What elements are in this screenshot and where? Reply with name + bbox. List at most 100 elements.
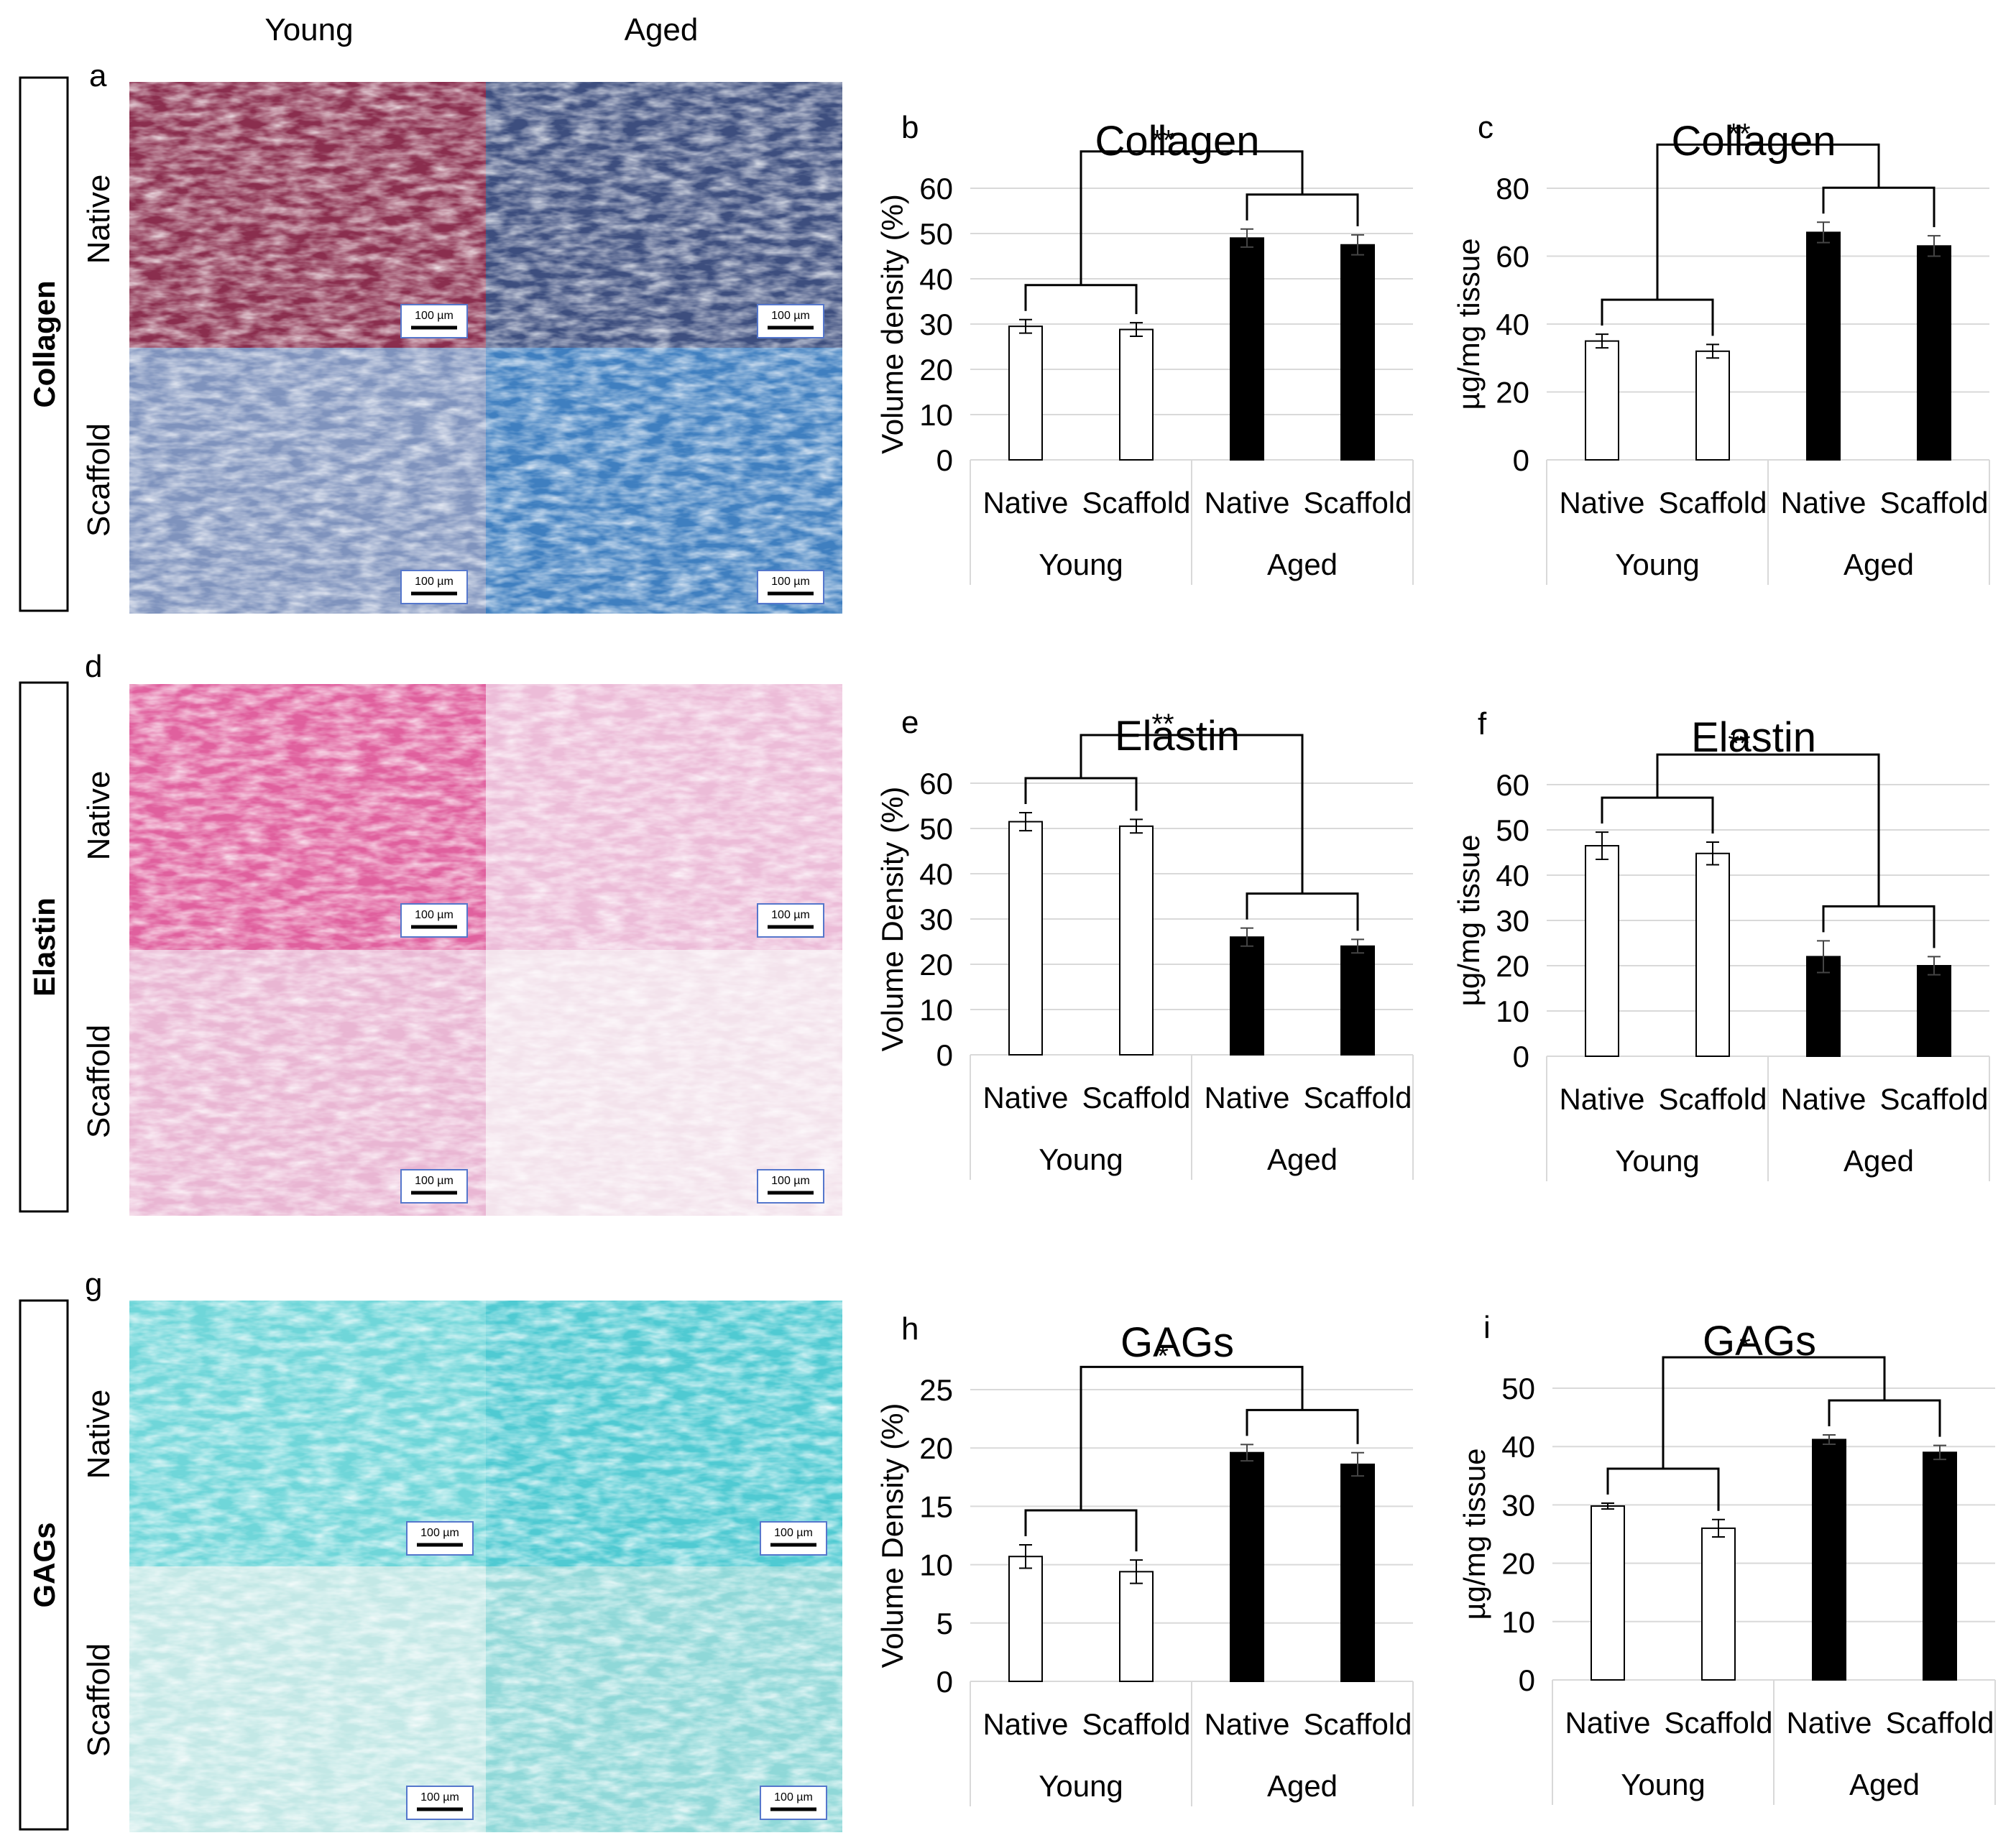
group-label: Young (1039, 548, 1123, 581)
y-tick-label: 10 (919, 1548, 953, 1582)
section-collagen: Collagen a Native Scaffold 100 µm 100 µm… (19, 58, 842, 614)
bar (1695, 852, 1730, 1057)
group-label: Aged (1849, 1768, 1920, 1801)
y-tick-label: 0 (936, 443, 953, 477)
group-label: Aged (1844, 1144, 1914, 1178)
y-tick-label: 60 (919, 172, 953, 205)
panel-letter: f (1478, 706, 1487, 742)
chart-i: 0 10 20 30 40 50 Native Scaffold Native Scaffold Y… (1458, 1310, 1996, 1805)
svg-text:100 µm: 100 µm (415, 576, 454, 588)
bar (1591, 1505, 1625, 1681)
bar (1585, 340, 1619, 461)
y-axis-label: µg/mg tissue (1452, 835, 1486, 1007)
scale-bar: 100 µm (400, 1169, 468, 1204)
y-tick-label: 60 (1496, 240, 1529, 274)
group-label: Young (1039, 1769, 1123, 1803)
scale-bar: 100 µm (406, 1521, 474, 1556)
y-tick-label: 30 (919, 308, 953, 341)
chart-e: 0 10 20 30 40 50 60 Native Scaffold Native Scaffol… (875, 705, 1414, 1180)
chart-title: GAGs (1703, 1318, 1816, 1364)
section-elastin: Elastin d Native Scaffold 100 µm 100 µm … (19, 649, 842, 1216)
group-label: Young (1039, 1142, 1123, 1176)
y-tick-label: 0 (1513, 1040, 1529, 1073)
section-label: GAGs (27, 1522, 61, 1607)
section-label-box (19, 681, 69, 1213)
category-label: Native (1204, 1081, 1289, 1114)
category-label: Scaffold (1659, 486, 1767, 519)
panel-letter: c (1478, 110, 1493, 145)
category-label: Scaffold (1659, 1082, 1767, 1116)
panel-letter: d (85, 649, 102, 684)
svg-text:100 µm: 100 µm (415, 310, 454, 322)
scale-bar: 100 µm (400, 903, 468, 938)
bar (1230, 936, 1264, 1056)
y-tick-label: 30 (919, 902, 953, 936)
row-header-scaffold: Scaffold (81, 1643, 116, 1757)
category-label: Native (1559, 486, 1644, 519)
significance-marker: * (1157, 1340, 1169, 1372)
group-label: Young (1615, 1144, 1700, 1178)
micrograph-texture (129, 1301, 842, 1832)
significance-bracket (1080, 150, 1304, 285)
y-tick-label: 60 (919, 767, 953, 800)
micrograph-texture (129, 684, 842, 1216)
section-label: Elastin (27, 897, 61, 997)
category-label: Scaffold (1304, 1081, 1412, 1114)
y-tick-label: 20 (919, 948, 953, 982)
category-label: Native (982, 1707, 1068, 1741)
significance-bracket (1656, 143, 1880, 300)
chart-title: Elastin (1115, 713, 1240, 759)
category-label: Scaffold (1304, 486, 1412, 519)
bar (1917, 965, 1951, 1057)
y-tick-label: 20 (919, 1431, 953, 1465)
y-tick-label: 10 (1496, 994, 1529, 1028)
y-tick-label: 10 (919, 398, 953, 432)
significance-bracket (1601, 298, 1714, 336)
svg-text:100 µm: 100 µm (415, 1175, 454, 1187)
y-tick-label: 40 (919, 857, 953, 891)
bar-charts: 0 10 20 30 40 50 60 Native Scaffold Native Scaffol… (875, 110, 1996, 1806)
bar (1230, 1451, 1264, 1683)
chart-title: Collagen (1672, 118, 1836, 165)
significance-bracket (1246, 1408, 1359, 1444)
group-label: Aged (1267, 1142, 1338, 1176)
svg-text:100 µm: 100 µm (774, 1527, 813, 1539)
y-axis-label: µg/mg tissue (1452, 239, 1486, 410)
significance-bracket (1662, 1356, 1886, 1469)
significance-marker: ** (1151, 125, 1174, 157)
significance-bracket (1822, 186, 1936, 228)
column-header-aged: Aged (625, 12, 699, 47)
significance-bracket (1080, 734, 1304, 894)
y-tick-label: 50 (1501, 1372, 1535, 1405)
y-tick-label: 50 (919, 217, 953, 251)
y-tick-label: 30 (1501, 1488, 1535, 1522)
significance-bracket (1080, 1365, 1304, 1510)
bar (1340, 945, 1375, 1056)
bar (1119, 1571, 1154, 1682)
y-tick-label: 20 (1496, 949, 1529, 983)
y-tick-label: 60 (1496, 768, 1529, 802)
y-axis-label: Volume Density (%) (875, 1403, 909, 1668)
bar (1917, 245, 1951, 461)
scale-bar: 100 µm (406, 1786, 474, 1820)
panel-letter: b (901, 110, 919, 145)
y-tick-label: 80 (1496, 172, 1529, 205)
y-tick-label: 40 (1501, 1430, 1535, 1464)
bar (1923, 1451, 1957, 1681)
row-header-scaffold: Scaffold (81, 1025, 116, 1138)
category-label: Scaffold (1082, 1707, 1191, 1741)
section-label-box (19, 76, 69, 612)
significance-bracket (1822, 905, 1936, 948)
bar (1695, 350, 1730, 461)
bar (1340, 244, 1375, 461)
scale-bar: 100 µm (400, 304, 468, 338)
bar (1806, 956, 1841, 1058)
significance-bracket (1246, 892, 1359, 931)
category-label: Native (982, 486, 1068, 519)
y-tick-label: 20 (919, 353, 953, 387)
category-label: Native (1559, 1082, 1644, 1116)
group-label: Young (1621, 1768, 1706, 1801)
scale-bar: 100 µm (757, 570, 824, 604)
row-header-scaffold: Scaffold (81, 423, 116, 537)
y-tick-label: 10 (919, 993, 953, 1027)
